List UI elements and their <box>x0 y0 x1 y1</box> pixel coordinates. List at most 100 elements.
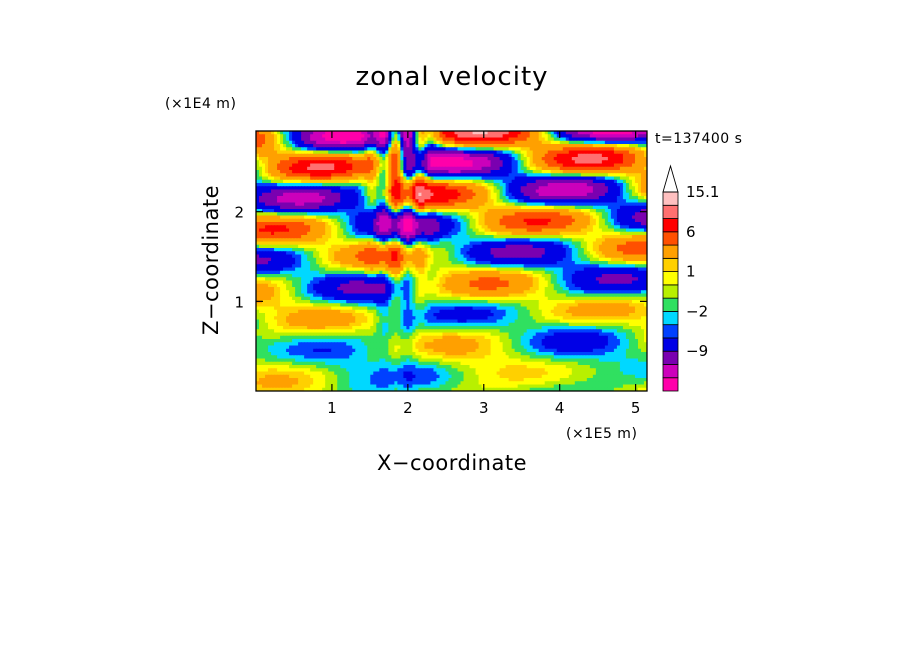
contour-cell <box>322 248 326 252</box>
contour-cell <box>358 222 362 226</box>
contour-cell <box>541 170 546 174</box>
contour-cell <box>502 215 507 220</box>
contour-cell <box>433 238 438 243</box>
contour-cell <box>460 183 465 187</box>
contour-cell <box>301 251 305 256</box>
contour-cell <box>358 251 362 256</box>
contour-cell <box>418 186 423 191</box>
contour-cell <box>448 212 453 217</box>
contour-cell <box>601 166 606 171</box>
contour-cell <box>265 157 269 161</box>
contour-cell <box>565 244 570 249</box>
contour-cell <box>355 196 359 200</box>
contour-cell <box>367 222 371 226</box>
contour-cell <box>298 222 302 226</box>
contour-cell <box>457 131 462 135</box>
contour-cell <box>550 196 555 200</box>
contour-cell <box>409 137 413 142</box>
contour-cell <box>385 186 389 191</box>
contour-cell <box>319 189 323 194</box>
contour-cell <box>478 244 483 249</box>
contour-cell <box>286 235 290 239</box>
contour-cell <box>484 241 489 246</box>
contour-cell <box>517 173 522 178</box>
contour-cell <box>643 218 647 223</box>
contour-cell <box>304 166 308 171</box>
contour-cell <box>529 166 534 171</box>
contour-cell <box>355 228 359 233</box>
contour-cell <box>418 183 423 187</box>
contour-cell <box>325 248 329 252</box>
contour-cell <box>448 189 453 194</box>
contour-cell <box>505 222 510 226</box>
contour-cell <box>601 153 606 158</box>
contour-cell <box>388 215 392 220</box>
contour-cell <box>364 170 368 174</box>
contour-cell <box>514 248 519 252</box>
contour-cell <box>505 153 510 158</box>
contour-cell <box>277 176 281 181</box>
contour-cell <box>568 134 573 139</box>
contour-cell <box>361 196 365 200</box>
contour-cell <box>535 144 540 148</box>
contour-cell <box>631 251 636 256</box>
contour-cell <box>634 209 639 213</box>
contour-cell <box>442 202 447 207</box>
contour-cell <box>475 215 480 220</box>
contour-cell <box>277 144 281 148</box>
contour-cell <box>355 244 359 249</box>
contour-cell <box>265 144 269 148</box>
contour-cell <box>433 248 438 252</box>
contour-cell <box>373 170 377 174</box>
contour-cell <box>286 231 290 236</box>
contour-cell <box>631 199 636 204</box>
contour-cell <box>574 218 579 223</box>
contour-cell <box>331 150 335 155</box>
contour-cell <box>307 251 311 256</box>
contour-cell <box>595 183 600 187</box>
contour-cell <box>310 150 314 155</box>
contour-cell <box>571 202 576 207</box>
contour-cell <box>403 202 407 207</box>
contour-cell <box>520 192 525 197</box>
contour-cell <box>607 225 612 230</box>
contour-cell <box>454 251 459 256</box>
contour-cell <box>511 147 516 152</box>
contour-cell <box>433 147 438 152</box>
contour-cell <box>469 166 474 171</box>
contour-cell <box>508 134 513 139</box>
contour-cell <box>535 235 540 239</box>
contour-cell <box>406 209 410 213</box>
contour-cell <box>382 215 386 220</box>
contour-cell <box>457 199 462 204</box>
contour-cell <box>400 170 404 174</box>
contour-cell <box>271 235 275 239</box>
contour-cell <box>328 170 332 174</box>
contour-cell <box>583 218 588 223</box>
contour-cell <box>382 202 386 207</box>
contour-cell <box>427 134 432 139</box>
contour-cell <box>436 251 441 256</box>
contour-cell <box>586 183 591 187</box>
contour-cell <box>577 140 582 145</box>
contour-cell <box>418 147 423 152</box>
contour-cell <box>439 160 444 165</box>
contour-cell <box>292 137 296 142</box>
contour-cell <box>391 183 395 187</box>
contour-cell <box>532 179 537 184</box>
contour-cell <box>568 176 573 181</box>
contour-cell <box>523 218 528 223</box>
contour-cell <box>583 212 588 217</box>
contour-cell <box>283 244 287 249</box>
contour-cell <box>370 199 374 204</box>
contour-cell <box>409 209 413 213</box>
contour-cell <box>466 153 471 158</box>
contour-cell <box>475 189 480 194</box>
contour-cell <box>367 218 371 223</box>
contour-cell <box>340 228 344 233</box>
contour-cell <box>427 186 432 191</box>
contour-cell <box>304 222 308 226</box>
contour-cell <box>595 166 600 171</box>
contour-cell <box>457 153 462 158</box>
contour-cell <box>283 205 287 210</box>
